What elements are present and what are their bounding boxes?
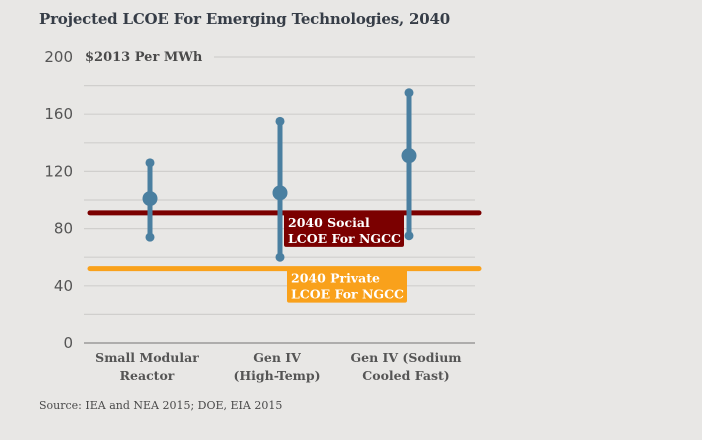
low-point bbox=[404, 231, 414, 241]
low-point bbox=[145, 232, 155, 242]
low-point bbox=[275, 252, 285, 262]
y-axis-unit-label: $2013 Per MWh bbox=[85, 50, 203, 65]
y-tick-label: 200 bbox=[44, 48, 73, 66]
range-marker bbox=[272, 116, 288, 262]
x-category-label: Gen IV bbox=[253, 350, 301, 365]
reference-label-box bbox=[284, 212, 404, 247]
mid-point bbox=[401, 148, 417, 164]
mid-point bbox=[272, 185, 288, 201]
source-note: Source: IEA and NEA 2015; DOE, EIA 2015 bbox=[39, 399, 283, 412]
y-tick-label: 120 bbox=[44, 162, 73, 180]
x-category-label: Cooled Fast) bbox=[362, 368, 449, 383]
high-point bbox=[404, 88, 414, 98]
x-category-label: Gen IV (Sodium bbox=[350, 350, 461, 365]
reference-label: 2040 Private bbox=[291, 271, 380, 286]
reference-label: LCOE For NGCC bbox=[288, 231, 401, 246]
range-marker bbox=[401, 88, 417, 241]
reference-label: 2040 Social bbox=[288, 215, 370, 230]
mid-point bbox=[142, 191, 158, 207]
chart-title: Projected LCOE For Emerging Technologies… bbox=[39, 10, 450, 28]
reference-label-box bbox=[287, 268, 407, 303]
y-tick-label: 160 bbox=[44, 105, 73, 123]
y-tick-label: 80 bbox=[54, 220, 73, 238]
x-category-label: (High-Temp) bbox=[233, 368, 320, 383]
y-axis-ticks: 0 40 80 120 160 200 bbox=[44, 48, 73, 352]
high-point bbox=[145, 158, 155, 168]
y-tick-label: 40 bbox=[54, 277, 73, 295]
reference-label: LCOE For NGCC bbox=[291, 287, 404, 302]
x-axis-categories: Small Modular Reactor Gen IV (High-Temp) Gen… bbox=[95, 350, 461, 383]
y-tick-label: 0 bbox=[63, 334, 73, 352]
x-category-label: Small Modular bbox=[95, 350, 199, 365]
range-series bbox=[142, 88, 417, 262]
x-category-label: Reactor bbox=[120, 368, 175, 383]
high-point bbox=[275, 116, 285, 126]
range-marker bbox=[142, 158, 158, 242]
